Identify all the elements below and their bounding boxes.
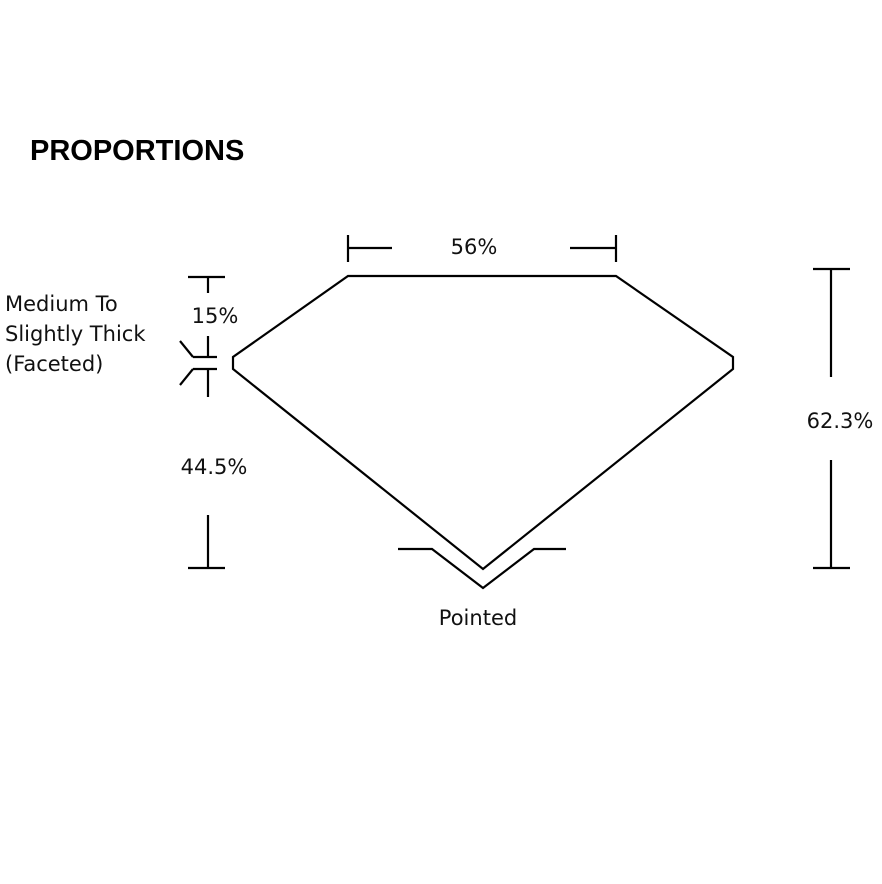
crown-label: 15% — [192, 304, 239, 328]
culet-label: Pointed — [439, 606, 517, 630]
crown-dimension: 15% — [179, 275, 239, 359]
svg-text:Slightly Thick: Slightly Thick — [5, 322, 146, 346]
svg-text:(Faceted): (Faceted) — [5, 352, 103, 376]
depth-dimension: 62.3% — [807, 267, 874, 570]
pavilion-dimension: 44.5% — [179, 367, 248, 570]
culet-indicator: Pointed — [398, 547, 566, 630]
pavilion-label: 44.5% — [181, 455, 248, 479]
depth-label: 62.3% — [807, 409, 874, 433]
gem-outline — [231, 274, 735, 571]
svg-text:Medium To: Medium To — [5, 292, 118, 316]
girdle-label: Medium To Slightly Thick (Faceted) — [5, 292, 146, 376]
page-title: PROPORTIONS — [30, 135, 244, 167]
table-label: 56% — [451, 235, 498, 259]
table-dimension: 56% — [346, 235, 618, 262]
